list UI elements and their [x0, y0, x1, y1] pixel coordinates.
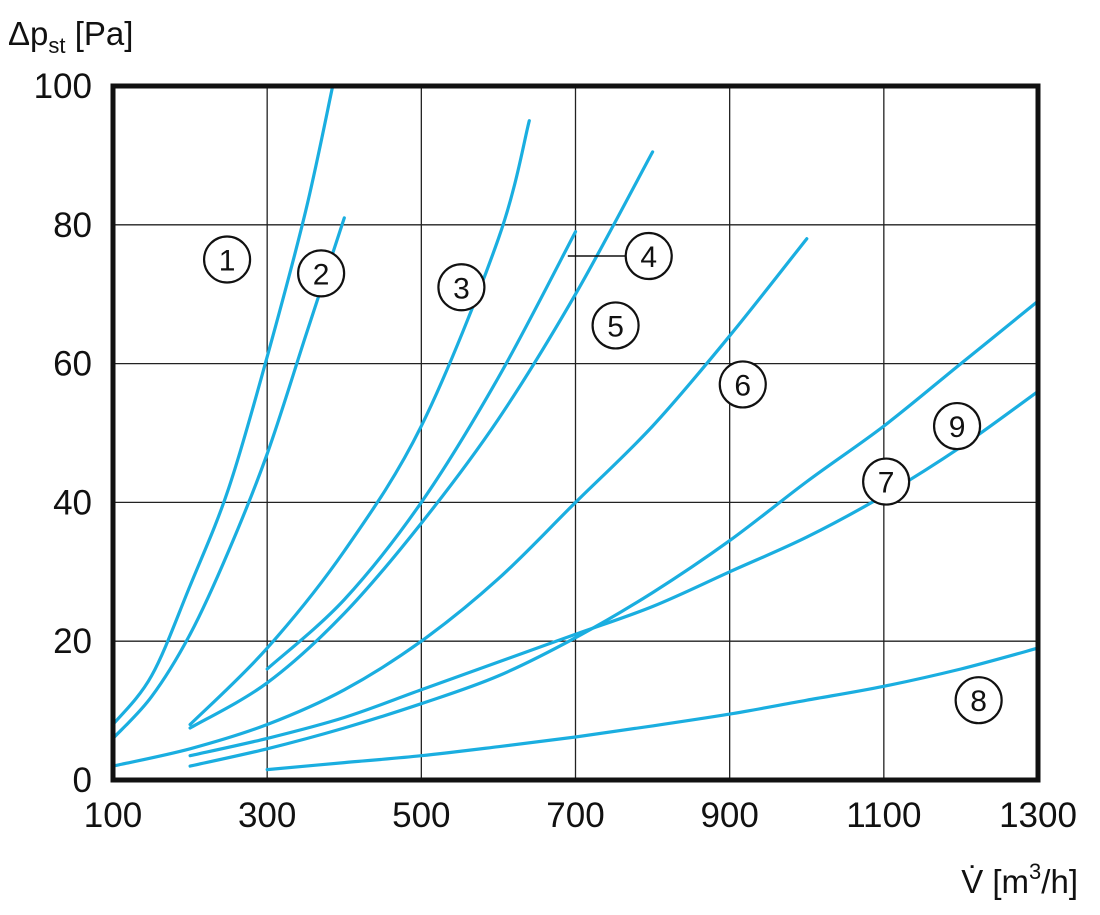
curve-label-text: 7	[878, 467, 895, 500]
series-line-8	[265, 646, 1040, 772]
x-tick-label: 700	[546, 796, 604, 835]
curve-label-circle	[297, 249, 346, 298]
x-tick-label: 300	[238, 796, 296, 835]
curve-label-text: 5	[607, 310, 624, 343]
y-tick-label: 40	[53, 483, 92, 522]
y-tick-label: 100	[34, 67, 92, 106]
y-axis-title-main: Δp	[8, 15, 48, 52]
series-line-7	[188, 299, 1040, 768]
curve-label-circle	[437, 263, 486, 312]
curve-label-circle	[954, 676, 1003, 725]
series-line-6	[111, 237, 809, 768]
x-axis-title-main: V̇ [m	[961, 863, 1029, 900]
y-tick-label: 60	[53, 345, 92, 384]
curve-label-text: 2	[313, 258, 330, 291]
x-axis-title: V̇ [m3/h]	[961, 859, 1078, 900]
curve-label-circle	[862, 457, 911, 506]
y-tick-label: 0	[73, 761, 92, 800]
series-line-4	[265, 230, 578, 671]
y-axis-title: Δpst [Pa]	[8, 15, 133, 58]
series-group	[111, 84, 1040, 772]
curve-label-circle	[718, 360, 767, 409]
plot-frame	[110, 83, 1041, 783]
curve-label-text: 8	[970, 685, 987, 718]
curve-label-text: 6	[734, 369, 751, 402]
series-line-5	[188, 150, 655, 730]
x-axis-title-unit: /h]	[1041, 863, 1078, 900]
curve-label-text: 9	[949, 411, 966, 444]
curve-labels: 1 2 3 4 5 6 9 7 8	[202, 231, 1003, 725]
curve-label-text: 4	[640, 241, 657, 274]
curve-label-circle	[932, 401, 982, 451]
y-axis-title-sub: st	[48, 33, 65, 58]
curve-label-circle	[624, 231, 673, 281]
y-tick-label: 20	[53, 622, 92, 661]
series-line-1	[111, 84, 335, 727]
x-tick-label: 100	[84, 796, 142, 835]
x-tick-label: 1100	[846, 796, 921, 835]
curve-label-text: 3	[453, 272, 470, 305]
x-tick-label: 900	[700, 796, 758, 835]
curve-label-circle	[202, 235, 252, 284]
curve-label-circle	[591, 301, 640, 350]
y-tick-label: 80	[53, 206, 92, 245]
x-axis-title-sup: 3	[1029, 859, 1041, 884]
series-line-2	[111, 216, 346, 740]
x-tick-label: 1300	[999, 796, 1077, 835]
x-tick-label: 500	[392, 796, 450, 835]
curve-label-text: 1	[219, 245, 236, 278]
series-line-3	[188, 119, 531, 727]
y-axis-title-unit: [Pa]	[66, 15, 134, 52]
tick-labels: 100 300 500 700 900 1100 1300 0 20 40 60 80 100	[34, 67, 1077, 835]
